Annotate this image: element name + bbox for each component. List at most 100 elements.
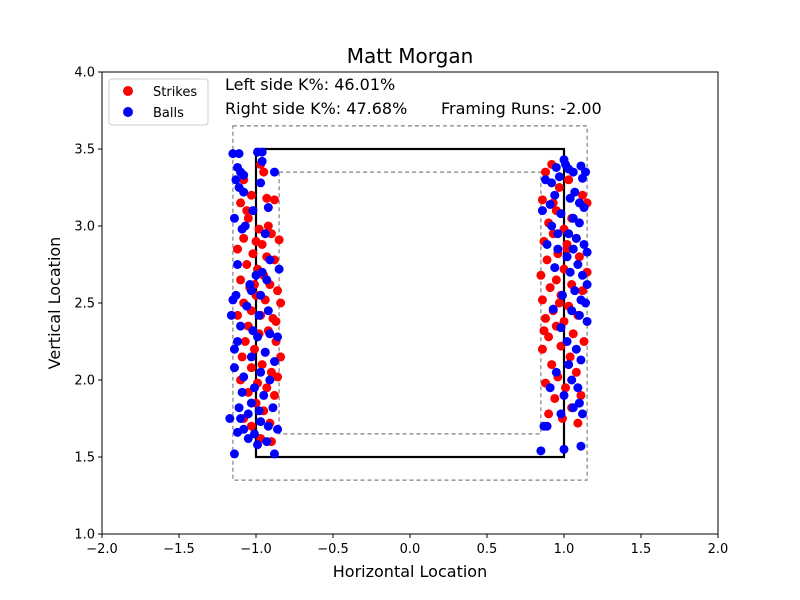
ball-point [559,390,569,400]
ball-point [568,213,578,223]
ball-point [268,403,278,413]
strike-point [545,283,555,293]
ball-point [553,244,563,254]
y-tick-label: 2.0 [74,374,95,389]
ball-point [263,203,273,213]
ball-point [579,203,589,213]
strike-point [242,206,252,216]
strike-point [547,360,557,370]
legend: Strikes Balls [108,78,209,126]
strike-point [273,372,283,382]
strike-zone [254,147,566,459]
strike-point [239,233,249,243]
ball-point [256,290,266,300]
y-tick-label: 1.5 [74,451,95,466]
ball-point [582,316,592,326]
ball-point [545,383,555,393]
ball-point [274,264,284,274]
x-tick-label: −0.5 [317,542,349,557]
strike-point [269,195,279,205]
ball-point [257,267,267,277]
strike-point [237,352,247,362]
ball-point [229,213,239,223]
strike-point [274,235,284,245]
strike-point [562,239,572,249]
ball-point [269,357,279,367]
ball-point [542,239,552,249]
strike-point [236,198,246,208]
ball-point [236,414,246,423]
ball-point [246,398,256,408]
ball-point [242,301,252,311]
ball-point [537,206,547,216]
strike-point [537,295,547,305]
strike-point [266,367,276,377]
ball-point [263,421,273,431]
ball-point [254,406,264,416]
ball-point [582,247,592,257]
ball-point [553,229,563,239]
ball-point [577,409,587,419]
ball-point [231,175,241,185]
ball-point [273,332,283,342]
ball-point [243,409,253,419]
strike-point [243,387,253,397]
ball-point [562,252,572,262]
strike-point [551,275,561,285]
strike-point [573,418,583,428]
ball-point [257,147,267,157]
ball-point [568,244,578,254]
ball-point [548,304,558,314]
ball-point [239,372,249,382]
x-tick-label: −2.0 [86,542,118,557]
ball-point [249,383,259,393]
ball-point [556,409,566,419]
strike-point [254,224,264,234]
strike-point [541,313,551,323]
ball-point [576,355,586,365]
y-tick-label: 3.5 [74,143,95,158]
ball-point [239,187,249,197]
x-tick-label: 1.5 [631,542,652,557]
ball-point [554,172,564,182]
ball-point [265,375,275,385]
ball-point [233,260,243,269]
ball-point [556,209,566,219]
strike-point [577,286,587,296]
strike-point [576,390,586,400]
strike-point [262,383,272,393]
ball-point [564,360,574,370]
ball-point [262,437,272,447]
ball-point [574,310,584,320]
strike-point [257,360,267,370]
strike-point [536,270,546,280]
ball-point [573,383,583,393]
ball-point [263,306,273,316]
ball-point [556,323,566,333]
ball-point [567,375,577,385]
ball-point [547,221,557,231]
ball-point [229,344,239,354]
ball-point [577,173,587,183]
strike-point [561,383,571,393]
strike-point [263,221,273,231]
y-tick-label: 1.0 [74,528,95,543]
ball-point [573,260,583,269]
ball-point [237,387,247,397]
ball-point [256,367,266,377]
x-axis-ticks: −2.0 −1.5 −1.0 −0.5 0.0 0.5 1.0 1.5 2.0 [86,534,728,557]
ball-point [259,390,269,400]
ball-point [551,367,561,377]
ball-point [582,280,592,290]
strike-point [257,239,267,249]
strike-point [246,363,256,373]
y-tick-label: 2.5 [74,297,95,312]
ball-point [254,310,264,320]
legend-strikes-label: Strikes [153,85,197,100]
x-tick-label: 0.0 [400,542,421,557]
y-tick-label: 4.0 [74,66,95,81]
ball-point [262,275,272,285]
ball-point [574,218,584,228]
ball-point [265,329,275,339]
